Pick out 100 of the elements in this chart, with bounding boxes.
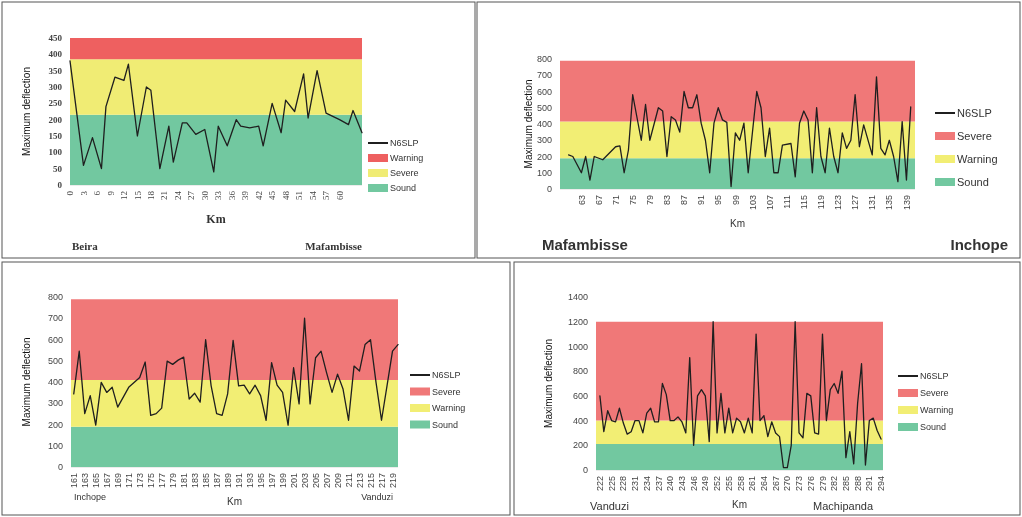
- x-tick-label: 175: [145, 473, 156, 489]
- y-tick-label: 0: [582, 465, 588, 476]
- x-tick-label: 201: [288, 473, 299, 489]
- x-tick-label: 240: [665, 476, 676, 492]
- y-tick-label: 400: [536, 119, 552, 130]
- x-tick-label: 21: [159, 191, 170, 200]
- x-tick-label: 211: [343, 473, 354, 488]
- y-tick-label: 400: [47, 377, 63, 388]
- x-tick-label: 139: [901, 195, 912, 211]
- x-tick-label: 246: [688, 476, 699, 492]
- x-tick-label: 228: [618, 476, 629, 492]
- x-tick-label: 165: [90, 473, 101, 489]
- x-tick-label: 135: [884, 195, 895, 211]
- x-tick-label: 191: [233, 473, 244, 489]
- legend-label: Warning: [957, 152, 998, 165]
- y-tick-label: 300: [48, 82, 63, 93]
- x-tick-label: 79: [644, 195, 655, 206]
- x-tick-label: 255: [723, 476, 734, 492]
- legend-label: Sound: [432, 419, 459, 430]
- x-tick-label: 91: [696, 195, 707, 206]
- line-series: [73, 317, 399, 426]
- x-tick-label: 177: [156, 473, 167, 489]
- y-axis-title: Maximum deflection: [21, 337, 32, 427]
- x-tick-label: 197: [266, 473, 277, 489]
- y-tick-label: 200: [572, 440, 588, 451]
- x-tick-label: 169: [112, 473, 123, 489]
- x-tick-label: 161: [68, 473, 79, 489]
- x-tick-label: 205: [310, 473, 321, 489]
- y-tick-label: 800: [47, 292, 63, 303]
- text: Vanduzi: [361, 492, 393, 502]
- x-tick-label: 199: [277, 473, 288, 489]
- x-tick-label: 60: [334, 190, 345, 200]
- y-tick-label: 600: [572, 391, 588, 402]
- y-axis-title: Maximum deflection: [523, 79, 534, 169]
- x-tick-label: 87: [679, 195, 690, 206]
- y-tick-label: 350: [48, 65, 63, 76]
- x-tick-label: 264: [759, 476, 770, 492]
- x-tick-label: 119: [816, 195, 827, 210]
- x-tick-label: 42: [253, 191, 264, 200]
- x-tick-label: 183: [189, 473, 200, 489]
- x-tick-label: 267: [770, 476, 781, 492]
- y-tick-label: 100: [536, 167, 552, 178]
- x-tick-label: 207: [321, 473, 332, 489]
- x-tick-label: 285: [841, 476, 852, 492]
- x-tick-label: 270: [782, 476, 793, 492]
- x-tick-label: 187: [211, 473, 222, 489]
- x-tick-label: 95: [713, 195, 724, 206]
- x-tick-label: 189: [222, 473, 233, 489]
- x-axis-title: Km: [730, 218, 745, 229]
- x-tick-label: 83: [662, 195, 673, 206]
- y-tick-label: 100: [48, 147, 63, 158]
- y-tick-label: 1400: [567, 292, 588, 303]
- text: Inchope: [74, 492, 107, 502]
- legend-label: Warning: [390, 153, 424, 164]
- legend-label: Warning: [920, 405, 954, 416]
- x-tick-label: 30: [199, 190, 210, 200]
- y-tick-label: 150: [48, 131, 63, 142]
- y-tick-label: 700: [536, 70, 552, 81]
- legend-label: Severe: [432, 386, 461, 397]
- y-tick-label: 200: [536, 151, 552, 162]
- x-tick-label: 261: [747, 476, 758, 492]
- x-tick-label: 258: [735, 476, 746, 492]
- x-tick-label: 39: [240, 190, 251, 200]
- x-tick-label: 111: [781, 195, 792, 209]
- x-tick-label: 18: [146, 190, 157, 200]
- x-tick-label: 63: [576, 195, 587, 206]
- x-tick-label: 33: [213, 190, 224, 200]
- x-tick-label: 282: [829, 476, 840, 492]
- legend-label: Sound: [957, 175, 989, 188]
- x-tick-label: 103: [747, 195, 758, 211]
- y-tick-label: 500: [47, 355, 63, 366]
- y-tick-label: 700: [47, 313, 63, 324]
- x-tick-label: 0: [65, 190, 76, 196]
- x-tick-label: 75: [627, 195, 638, 206]
- x-axis-title: Km: [206, 212, 226, 226]
- y-tick-label: 0: [57, 462, 63, 473]
- y-tick-label: 800: [572, 366, 588, 377]
- legend-label: Severe: [957, 129, 992, 142]
- y-tick-label: 250: [48, 98, 63, 109]
- line-series: [567, 76, 912, 188]
- x-tick-label: 12: [119, 191, 130, 200]
- y-tick-label: 800: [536, 54, 552, 65]
- line-series: [69, 60, 363, 173]
- x-tick-label: 131: [867, 195, 878, 211]
- line-series: [599, 321, 882, 469]
- x-tick-label: 24: [172, 190, 183, 200]
- x-tick-label: 181: [178, 473, 189, 489]
- y-axis-title: Maximum deflection: [543, 339, 554, 428]
- y-tick-label: 200: [47, 419, 63, 430]
- text: Vanduzi: [590, 500, 629, 512]
- legend-label: N6SLP: [432, 370, 461, 381]
- legend-label: Sound: [920, 422, 947, 433]
- x-tick-label: 163: [79, 473, 90, 489]
- text: Mafambisse: [542, 236, 628, 253]
- y-axis-title: Maximum deflection: [21, 67, 32, 156]
- x-tick-label: 9: [105, 190, 116, 196]
- y-tick-label: 300: [536, 135, 552, 146]
- x-tick-label: 291: [864, 476, 875, 492]
- x-tick-label: 36: [226, 190, 237, 200]
- x-tick-label: 107: [764, 195, 775, 211]
